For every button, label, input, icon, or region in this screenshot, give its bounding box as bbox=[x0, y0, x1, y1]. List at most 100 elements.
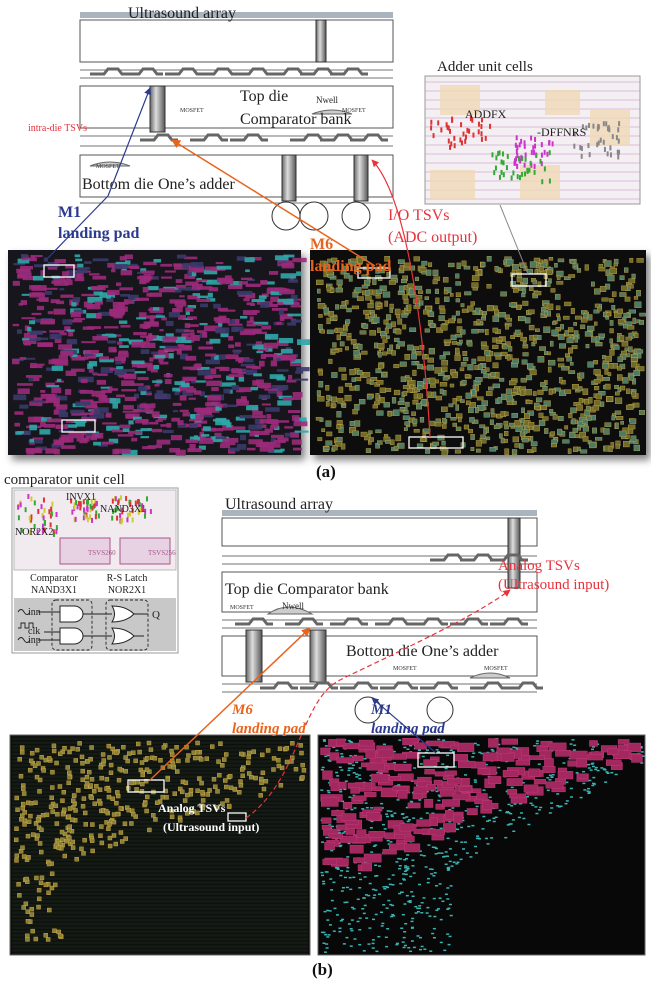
shape bbox=[456, 298, 460, 302]
shape bbox=[247, 771, 251, 775]
shape bbox=[510, 805, 513, 807]
shape bbox=[17, 505, 19, 510]
shape bbox=[464, 139, 466, 144]
shape bbox=[337, 280, 343, 285]
shape bbox=[620, 386, 625, 390]
shape bbox=[550, 341, 553, 346]
shape bbox=[475, 377, 482, 381]
shape bbox=[336, 425, 340, 429]
shape bbox=[279, 783, 283, 787]
shape bbox=[529, 335, 533, 340]
shape bbox=[353, 772, 356, 774]
shape bbox=[45, 448, 57, 453]
shape bbox=[403, 295, 408, 300]
shape bbox=[177, 255, 186, 259]
shape bbox=[34, 937, 38, 941]
shape bbox=[232, 385, 239, 390]
shape bbox=[141, 271, 155, 274]
shape bbox=[591, 785, 594, 787]
shape bbox=[432, 835, 444, 840]
shape bbox=[163, 337, 178, 343]
shape bbox=[538, 763, 541, 765]
shape bbox=[259, 442, 275, 445]
shape bbox=[401, 279, 407, 283]
shape bbox=[547, 790, 550, 792]
shape bbox=[261, 385, 269, 388]
shape bbox=[433, 133, 435, 138]
shape bbox=[220, 445, 230, 448]
shape bbox=[405, 874, 408, 876]
shape bbox=[81, 778, 85, 782]
shape bbox=[66, 765, 70, 769]
shape bbox=[112, 820, 116, 824]
shape bbox=[89, 361, 97, 366]
shape bbox=[352, 431, 358, 436]
shape bbox=[411, 412, 415, 416]
shape bbox=[165, 346, 178, 349]
shape bbox=[429, 312, 434, 317]
shape bbox=[222, 758, 226, 762]
shape bbox=[295, 379, 308, 381]
shape bbox=[522, 289, 526, 293]
shape bbox=[319, 314, 323, 317]
shape bbox=[101, 390, 112, 393]
shape bbox=[53, 309, 65, 315]
shape bbox=[494, 306, 498, 310]
shape bbox=[212, 428, 224, 431]
shape bbox=[449, 848, 452, 850]
shape bbox=[418, 799, 421, 801]
shape bbox=[199, 757, 203, 761]
shape bbox=[604, 769, 607, 771]
shape bbox=[490, 351, 493, 356]
shape bbox=[91, 849, 95, 853]
shape bbox=[610, 772, 613, 774]
shape bbox=[464, 774, 467, 776]
shape bbox=[558, 771, 573, 779]
shape bbox=[406, 854, 409, 856]
shape bbox=[509, 423, 515, 426]
shape bbox=[41, 394, 56, 399]
shape bbox=[131, 361, 144, 365]
label: Top die bbox=[240, 88, 288, 105]
shape bbox=[58, 752, 62, 756]
shape bbox=[489, 797, 492, 799]
shape bbox=[310, 630, 326, 682]
shape bbox=[594, 400, 600, 405]
shape bbox=[588, 767, 591, 769]
shape bbox=[451, 335, 457, 340]
shape bbox=[635, 302, 642, 308]
shape bbox=[17, 431, 24, 434]
shape bbox=[366, 813, 380, 820]
shape bbox=[288, 279, 298, 282]
shape bbox=[400, 927, 403, 929]
shape bbox=[436, 749, 439, 751]
shape bbox=[60, 628, 83, 644]
shape bbox=[319, 370, 323, 375]
shape bbox=[362, 285, 368, 288]
shape bbox=[330, 889, 333, 891]
shape bbox=[442, 418, 446, 423]
shape bbox=[325, 385, 329, 390]
shape bbox=[176, 340, 192, 343]
shape bbox=[353, 409, 358, 414]
shape bbox=[508, 346, 512, 351]
shape bbox=[614, 346, 619, 350]
shape bbox=[603, 121, 605, 126]
shape bbox=[386, 887, 389, 889]
shape bbox=[323, 740, 326, 742]
shape bbox=[417, 911, 420, 913]
shape bbox=[387, 900, 390, 902]
shape bbox=[461, 362, 466, 366]
shape bbox=[588, 780, 591, 782]
shape bbox=[350, 930, 353, 932]
shape bbox=[265, 334, 278, 340]
shape bbox=[80, 761, 84, 765]
shape bbox=[472, 283, 479, 288]
shape bbox=[322, 883, 325, 885]
shape bbox=[575, 336, 578, 342]
shape bbox=[448, 944, 451, 946]
shape bbox=[325, 745, 328, 747]
shape bbox=[548, 304, 553, 310]
shape bbox=[318, 324, 322, 329]
shape bbox=[119, 287, 133, 290]
